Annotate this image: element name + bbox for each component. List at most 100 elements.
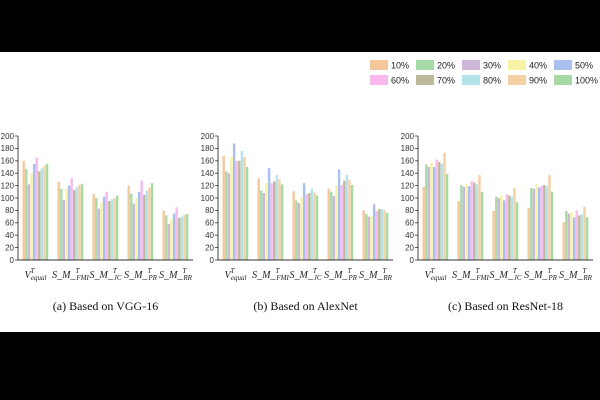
bar-1-1-3 — [28, 184, 30, 260]
legend-label-9: 90% — [529, 76, 547, 86]
bar-1-2-4 — [65, 189, 67, 260]
bar-1-3-2 — [95, 198, 97, 260]
y-tick-label-3-10: 200 — [401, 132, 415, 141]
bar-1-1-6 — [36, 158, 38, 260]
legend-label-5: 50% — [575, 61, 593, 71]
legend-swatch-10 — [554, 75, 572, 85]
y-tick-label-3-6: 120 — [401, 181, 415, 190]
bar-1-5-4 — [170, 219, 172, 260]
bar-2-1-6 — [236, 161, 238, 260]
legend-swatch-9 — [508, 75, 526, 85]
bar-1-5-3 — [168, 224, 170, 260]
figure-panel: 10% 20% 30% 40% 50% 60% 70% 80% 90% 100% 0 20 40 60 80… — [0, 52, 600, 332]
bar-1-1-2 — [25, 169, 27, 260]
bar-1-5-10 — [186, 214, 188, 260]
bar-2-3-6 — [306, 194, 308, 260]
bar-1-2-5 — [68, 186, 70, 260]
y-tick-label-3-1: 20 — [405, 243, 414, 252]
bar-3-4-8 — [546, 186, 548, 260]
bar-2-2-10 — [281, 184, 283, 260]
bar-2-4-5 — [338, 169, 340, 260]
figure-svg: 10% 20% 30% 40% 50% 60% 70% 80% 90% 100% 0 20 40 60 80… — [0, 52, 600, 332]
y-tick-label-2-4: 80 — [205, 206, 214, 215]
bar-3-5-1 — [563, 222, 565, 260]
bar-2-3-3 — [298, 203, 300, 260]
y-tick-label-1-10: 200 — [1, 132, 15, 141]
bar-1-4-6 — [141, 181, 143, 260]
y-tick-label-1-3: 60 — [5, 219, 14, 228]
category-label-2-4: S_M_T PR — [324, 267, 358, 282]
legend-label-6: 60% — [391, 76, 409, 86]
bar-2-4-10 — [351, 185, 353, 260]
bar-3-2-10 — [481, 192, 483, 260]
bar-2-1-1 — [223, 156, 225, 260]
category-label-3-5: S_M_T RR — [559, 267, 593, 282]
bar-3-5-10 — [586, 217, 588, 260]
bar-3-5-3 — [568, 214, 570, 261]
y-tick-label-1-4: 80 — [5, 206, 14, 215]
bar-3-1-5 — [433, 167, 435, 260]
bar-2-5-8 — [381, 209, 383, 260]
y-tick-label-1-0: 0 — [10, 256, 15, 265]
y-tick-label-2-2: 40 — [205, 231, 214, 240]
bar-3-1-2 — [425, 165, 427, 260]
legend-label-7: 70% — [437, 76, 455, 86]
category-label-1-1: VT equal — [25, 267, 47, 282]
category-label-2-3: S_M_T JC — [289, 267, 321, 282]
legend-swatch-7 — [416, 75, 434, 85]
bar-2-2-5 — [268, 168, 270, 260]
bar-2-5-2 — [365, 214, 367, 260]
bar-2-5-9 — [383, 210, 385, 260]
bar-1-1-9 — [43, 166, 45, 260]
bar-2-4-1 — [328, 189, 330, 260]
bar-3-2-6 — [471, 181, 473, 260]
bar-2-2-4 — [265, 183, 267, 260]
bar-1-5-2 — [165, 215, 167, 260]
bar-2-5-10 — [386, 213, 388, 260]
bar-2-5-1 — [363, 210, 365, 260]
bar-2-2-2 — [260, 191, 262, 260]
bar-2-3-2 — [295, 200, 297, 260]
y-tick-label-1-1: 20 — [5, 243, 14, 252]
bar-3-3-4 — [500, 196, 502, 260]
bar-2-4-8 — [346, 175, 348, 260]
bar-1-2-6 — [71, 178, 73, 260]
bar-2-1-9 — [243, 157, 245, 260]
category-label-2-1: VT equal — [225, 267, 247, 282]
bar-3-1-9 — [443, 153, 445, 260]
bar-3-5-7 — [578, 215, 580, 260]
bar-3-1-3 — [428, 167, 430, 260]
bar-2-4-3 — [333, 196, 335, 260]
legend-swatch-1 — [370, 60, 388, 70]
bar-1-1-5 — [33, 164, 35, 260]
bar-1-1-8 — [41, 168, 43, 260]
bar-3-1-1 — [423, 187, 425, 260]
bar-2-1-5 — [233, 143, 235, 260]
bar-2-5-3 — [368, 217, 370, 260]
bar-3-3-5 — [503, 200, 505, 260]
bar-1-5-5 — [173, 214, 175, 261]
bar-3-5-9 — [583, 207, 585, 260]
bar-1-5-7 — [178, 218, 180, 260]
bar-3-4-4 — [535, 184, 537, 260]
bar-2-4-4 — [335, 186, 337, 260]
bar-2-5-4 — [370, 216, 372, 260]
bar-1-1-4 — [30, 173, 32, 260]
bar-2-1-4 — [230, 157, 232, 260]
bar-3-1-7 — [438, 162, 440, 260]
bar-1-2-2 — [60, 189, 62, 260]
category-label-2-5: S_M_T RR — [359, 267, 393, 282]
bar-2-3-9 — [313, 192, 315, 260]
legend-label-1: 10% — [391, 61, 409, 71]
bar-3-2-4 — [465, 184, 467, 260]
bar-3-5-6 — [576, 210, 578, 260]
bar-3-5-2 — [565, 211, 567, 260]
bar-1-5-1 — [163, 210, 165, 260]
bar-3-5-4 — [570, 212, 572, 260]
bar-1-1-1 — [23, 161, 25, 260]
bar-3-4-7 — [543, 185, 545, 260]
bar-2-2-3 — [263, 193, 265, 260]
y-tick-label-1-7: 140 — [1, 169, 15, 178]
legend-swatch-6 — [370, 75, 388, 85]
bar-2-3-1 — [293, 191, 295, 260]
